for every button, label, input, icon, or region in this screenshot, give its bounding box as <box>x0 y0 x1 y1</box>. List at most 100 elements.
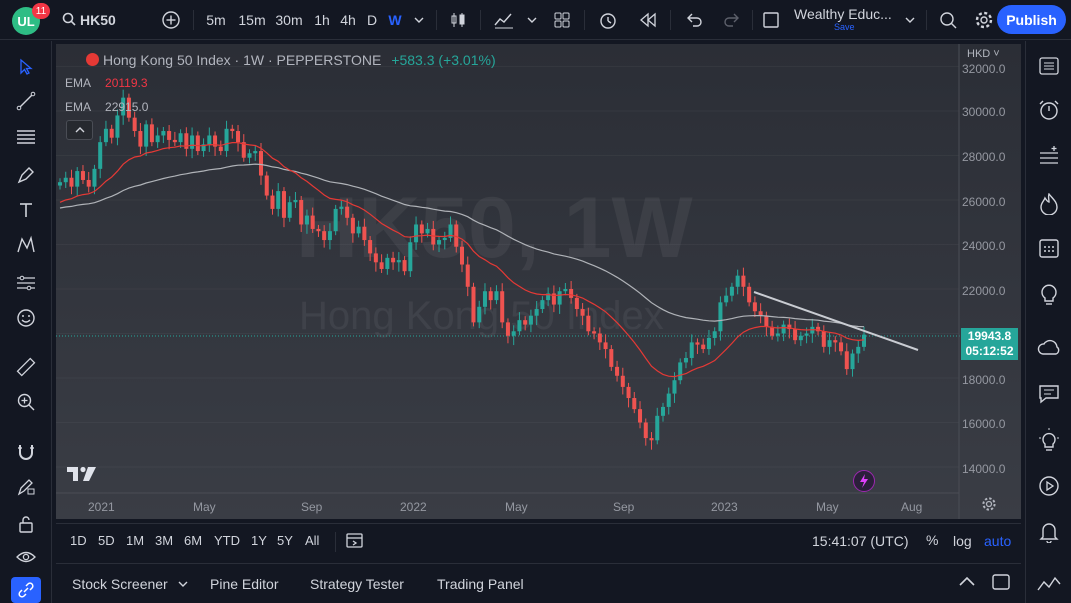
quick-search-button[interactable] <box>936 0 960 40</box>
top-toolbar: UL 11 HK50 5m 15m 30m 1h 4h D W <box>0 0 1071 40</box>
stay-in-drawing-tool[interactable] <box>10 471 42 503</box>
percent-scale-toggle[interactable]: % <box>926 532 939 548</box>
chart-type-button[interactable] <box>446 0 470 40</box>
candle-body <box>603 342 608 350</box>
tab-strategy-tester[interactable]: Strategy Tester <box>310 576 404 592</box>
range-1d[interactable]: 1D <box>70 533 87 548</box>
legend-ema-slow[interactable]: EMA 22915.0 <box>65 100 148 114</box>
indicators-dropdown[interactable] <box>524 0 540 40</box>
data-window-button[interactable] <box>1034 141 1064 171</box>
interval-1h[interactable]: 1h <box>314 12 330 28</box>
range-ytd[interactable]: YTD <box>214 533 240 548</box>
link-tool[interactable] <box>11 577 41 603</box>
legend-collapse-button[interactable] <box>66 120 93 140</box>
alarm-clock-icon <box>600 13 616 29</box>
candle-body <box>804 333 809 336</box>
broadcast-button[interactable] <box>1034 471 1064 501</box>
candle-body <box>494 291 499 301</box>
calendar-button[interactable] <box>1034 233 1064 263</box>
layout-select-button[interactable] <box>760 0 782 40</box>
alert-button[interactable] <box>596 0 620 40</box>
lightning-icon <box>860 474 868 488</box>
range-5y[interactable]: 5Y <box>277 533 293 548</box>
range-6m[interactable]: 6M <box>184 533 203 548</box>
measure-tool[interactable] <box>10 351 42 383</box>
interval-15m[interactable]: 15m <box>238 12 266 28</box>
candle-body <box>540 300 545 310</box>
chart-pane[interactable]: HK50, 1W Hong Kong 50 Index Hong Kong 50… <box>56 44 1021 519</box>
candle-body <box>856 346 861 354</box>
layout-dropdown[interactable] <box>902 0 918 40</box>
fib-tool[interactable] <box>10 121 42 153</box>
go-to-date-button[interactable] <box>345 531 365 552</box>
tab-trading-panel[interactable]: Trading Panel <box>437 576 524 592</box>
candle-body <box>103 128 108 143</box>
axis-settings-button[interactable] <box>981 496 997 516</box>
trendline-tool[interactable] <box>10 85 42 117</box>
watchlist-button[interactable] <box>1034 51 1064 81</box>
price-label: 16000.0 <box>962 417 1006 431</box>
tech-insights-button[interactable] <box>1034 425 1064 455</box>
interval-d[interactable]: D <box>366 12 378 28</box>
settings-button[interactable] <box>972 0 996 40</box>
range-all[interactable]: All <box>305 533 320 548</box>
range-5d[interactable]: 5D <box>98 533 115 548</box>
text-tool[interactable] <box>10 194 42 226</box>
range-1y[interactable]: 1Y <box>251 533 267 548</box>
currency-label[interactable]: HKD ˅ <box>967 48 1000 60</box>
redo-button[interactable] <box>720 0 744 40</box>
cursor-tool[interactable] <box>10 51 42 83</box>
utc-clock[interactable]: 15:41:07 (UTC) <box>812 533 909 549</box>
candle-body <box>580 309 585 316</box>
interval-5m[interactable]: 5m <box>206 12 226 28</box>
emoji-tool[interactable] <box>10 302 42 334</box>
notifications-button[interactable] <box>1034 517 1064 547</box>
legend-ema-fast[interactable]: EMA 20119.3 <box>65 76 148 90</box>
panel-maximize-button[interactable] <box>992 574 1010 593</box>
candle-body <box>798 335 803 341</box>
range-3m[interactable]: 3M <box>155 533 174 548</box>
redo-icon <box>724 13 739 27</box>
text-t-icon <box>20 203 32 217</box>
tradingview-logo[interactable] <box>66 464 100 490</box>
streams-button[interactable] <box>1034 333 1064 363</box>
interval-4h[interactable]: 4h <box>340 12 356 28</box>
alerts-button[interactable] <box>1034 95 1064 125</box>
interval-dropdown[interactable] <box>410 0 428 40</box>
panel-collapse-button[interactable] <box>958 574 976 590</box>
undo-button[interactable] <box>682 0 706 40</box>
magnet-tool[interactable] <box>10 436 42 468</box>
ideas-button[interactable] <box>1034 279 1064 309</box>
legend-title[interactable]: Hong Kong 50 Index · 1W · PEPPERSTONE +58… <box>86 52 496 68</box>
range-1m[interactable]: 1M <box>126 533 145 548</box>
pattern-tool[interactable] <box>10 229 42 261</box>
brush-tool[interactable] <box>10 159 42 191</box>
tab-pine-editor[interactable]: Pine Editor <box>210 576 279 592</box>
symbol-search[interactable]: HK50 <box>62 0 132 40</box>
log-scale-toggle[interactable]: log <box>953 533 972 549</box>
price-chart[interactable] <box>56 44 1021 519</box>
interval-w[interactable]: W <box>388 12 402 28</box>
depth-button[interactable] <box>1034 569 1064 599</box>
events-lightning-button[interactable] <box>853 470 875 492</box>
publish-button[interactable]: Publish <box>997 5 1066 34</box>
prediction-tool[interactable] <box>10 267 42 299</box>
indicators-button[interactable] <box>492 0 516 40</box>
templates-button[interactable] <box>550 0 574 40</box>
chevron-down-icon <box>414 17 424 23</box>
lock-drawings-tool[interactable] <box>10 508 42 540</box>
time-label: 2023 <box>711 500 738 514</box>
tab-stock-screener[interactable]: Stock Screener <box>72 576 188 592</box>
candle-body <box>615 366 620 376</box>
zoom-tool[interactable] <box>10 386 42 418</box>
layout-name[interactable]: Wealthy Educ... <box>794 6 892 22</box>
hide-drawings-tool[interactable] <box>10 541 42 573</box>
interval-30m[interactable]: 30m <box>275 12 303 28</box>
hotlists-button[interactable] <box>1034 189 1064 219</box>
candle-body <box>75 171 80 187</box>
chats-button[interactable] <box>1034 379 1064 409</box>
auto-scale-toggle[interactable]: auto <box>984 533 1012 549</box>
replay-button[interactable] <box>636 0 660 40</box>
candle-body <box>839 342 844 352</box>
compare-add-button[interactable] <box>159 0 183 40</box>
